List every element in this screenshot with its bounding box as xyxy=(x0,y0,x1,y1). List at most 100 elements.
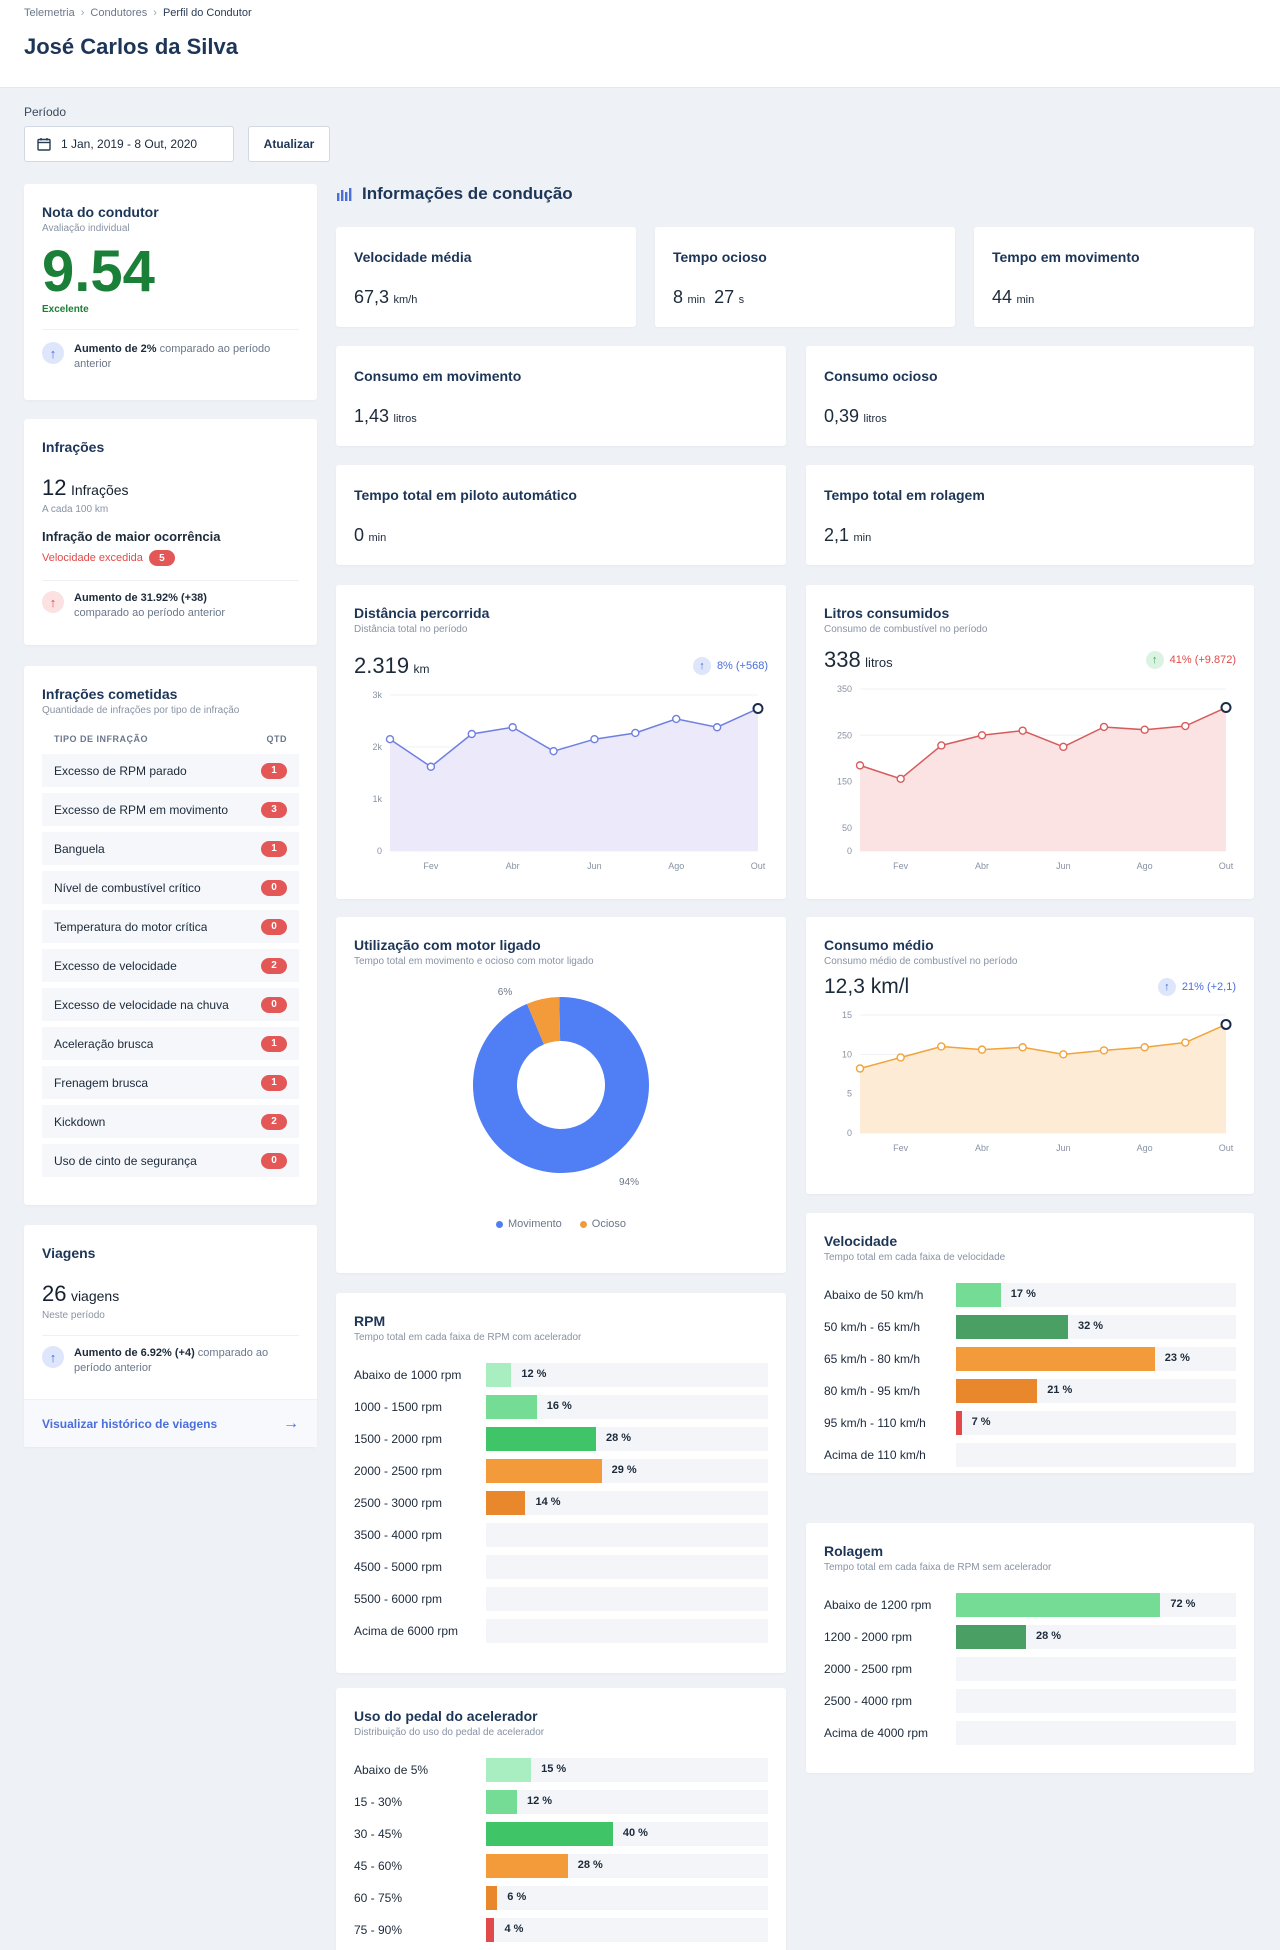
breadcrumb-telemetria[interactable]: Telemetria xyxy=(24,7,75,19)
bar xyxy=(956,1411,962,1435)
infractions-note: ↑ Aumento de 31.92% (+38) comparado ao pe… xyxy=(42,591,299,621)
avg-consumption-line-chart: 0 5 10 15 Fev Abr Jun Ago Out xyxy=(842,1010,1234,1153)
data-point xyxy=(508,723,517,732)
data-point xyxy=(1018,726,1027,735)
bar-label: 5500 - 6000 rpm xyxy=(354,1592,443,1606)
update-button[interactable]: Atualizar xyxy=(248,126,330,162)
x-tick-label: Fev xyxy=(893,1143,909,1153)
bar xyxy=(486,1491,526,1515)
table-row: Excesso de velocidade 2 xyxy=(42,949,299,982)
infractions-note-rest: comparado ao período anterior xyxy=(74,607,226,619)
bar-label: 2000 - 2500 rpm xyxy=(824,1662,913,1676)
bar-label: 45 - 60% xyxy=(354,1859,403,1873)
series-area xyxy=(390,708,758,851)
x-tick-label: Fev xyxy=(893,861,909,871)
x-tick-label: Jun xyxy=(1056,1143,1071,1153)
bar xyxy=(956,1315,1068,1339)
idle-time-min-value: 8 xyxy=(673,287,684,307)
bar xyxy=(956,1625,1026,1649)
autopilot-label: Tempo total em piloto automático xyxy=(354,487,577,503)
infraction-name: Nível de combustível crítico xyxy=(54,880,201,895)
bar-value-label: 14 % xyxy=(535,1496,561,1508)
moving-consumption-unit: litros xyxy=(393,413,417,425)
bar-track xyxy=(956,1443,1236,1467)
bar-label: 3500 - 4000 rpm xyxy=(354,1528,443,1542)
infractions-title: Infrações xyxy=(42,439,105,455)
period-label: Período xyxy=(24,105,67,119)
trip-history-link[interactable]: Visualizar histórico de viagens → xyxy=(24,1399,317,1447)
y-tick-label: 350 xyxy=(837,684,852,694)
data-point xyxy=(1059,742,1068,752)
x-tick-label: Out xyxy=(1219,861,1234,871)
trips-note: ↑ Aumento de 6.92% (+4) comparado ao per… xyxy=(42,1346,299,1376)
data-point xyxy=(590,735,599,744)
series-area xyxy=(860,707,1226,851)
pedal-bands-bar-chart: Abaixo de 5% 15 % 15 - 30% 12 % 30 - 45% 40 %… xyxy=(354,1754,768,1946)
table-row: Kickdown 2 xyxy=(42,1105,299,1138)
bar-row: Abaixo de 1000 rpm 12 % xyxy=(354,1359,768,1391)
trips-title: Viagens xyxy=(42,1245,96,1261)
coasting-bands-title: Rolagem xyxy=(824,1543,884,1559)
avg-consumption-trend-text: 21% (+2,1) xyxy=(1181,981,1236,993)
data-point xyxy=(1181,721,1190,731)
idle-time-sec-unit: s xyxy=(738,294,745,306)
moving-consumption-label: Consumo em movimento xyxy=(354,368,522,384)
bar xyxy=(956,1379,1038,1403)
bar-row: 5500 - 6000 rpm xyxy=(354,1583,768,1615)
score-subtitle: Avaliação individual xyxy=(42,223,130,234)
bar-label: 2000 - 2500 rpm xyxy=(354,1464,443,1478)
data-point xyxy=(752,703,764,715)
data-point xyxy=(1018,1043,1027,1052)
liters-line-chart: 0 50 150 250 350 Fev Abr Jun Ago Out xyxy=(837,684,1234,871)
autopilot-value: 0 xyxy=(354,525,365,545)
y-tick-label: 2k xyxy=(372,742,382,752)
infraction-qty-badge: 1 xyxy=(261,1035,287,1052)
series-area xyxy=(860,1024,1226,1133)
bar-row: Acima de 6000 rpm xyxy=(354,1615,768,1647)
rpm-bands-card: RPM Tempo total em cada faixa de RPM com… xyxy=(336,1293,786,1673)
infraction-qty-badge: 1 xyxy=(261,840,287,857)
table-row: Banguela 1 xyxy=(42,832,299,865)
data-point xyxy=(1140,1043,1149,1052)
infraction-qty-badge: 2 xyxy=(261,957,287,974)
bar-row: 65 km/h - 80 km/h 23 % xyxy=(824,1343,1236,1375)
committed-infractions-card: Infrações cometidas Quantidade de infraç… xyxy=(24,666,317,1205)
speed-bands-subtitle: Tempo total em cada faixa de velocidade xyxy=(824,1252,1006,1263)
top-infraction-title: Infração de maior ocorrência xyxy=(42,529,221,544)
liters-card: Litros consumidos Consumo de combustível… xyxy=(806,585,1254,899)
bar xyxy=(486,1427,596,1451)
coasting-bands-subtitle: Tempo total em cada faixa de RPM sem ace… xyxy=(824,1562,1052,1573)
bar xyxy=(486,1459,602,1483)
x-tick-label: Out xyxy=(751,861,766,871)
bar-track: 21 % xyxy=(956,1379,1236,1403)
bar-track xyxy=(486,1619,768,1643)
avg-consumption-card: Consumo médio Consumo médio de combustív… xyxy=(806,917,1254,1194)
bar-row: 80 km/h - 95 km/h 21 % xyxy=(824,1375,1236,1407)
bar-row: 2000 - 2500 rpm 29 % xyxy=(354,1455,768,1487)
bar-track: 32 % xyxy=(956,1315,1236,1339)
breadcrumb-condutores[interactable]: Condutores xyxy=(90,7,148,19)
committed-title: Infrações cometidas xyxy=(42,686,178,702)
x-tick-label: Abr xyxy=(506,861,520,871)
bar-value-label: 12 % xyxy=(521,1368,547,1380)
coasting-time-card: Tempo total em rolagem 2,1 min xyxy=(806,465,1254,565)
pedal-bands-subtitle: Distribuição do uso do pedal de acelerad… xyxy=(354,1727,545,1738)
bar-value-label: 72 % xyxy=(1170,1598,1196,1610)
breadcrumb: Telemetria › Condutores › Perfil do Cond… xyxy=(24,7,252,19)
bar xyxy=(486,1822,613,1846)
date-range-picker[interactable]: 1 Jan, 2019 - 8 Out, 2020 xyxy=(24,126,234,162)
infraction-qty-badge: 0 xyxy=(261,879,287,896)
rpm-bands-title: RPM xyxy=(354,1313,386,1329)
bar-value-label: 23 % xyxy=(1164,1352,1190,1364)
infraction-name: Aceleração brusca xyxy=(54,1036,154,1051)
trips-card: Viagens 26 viagens Neste período ↑ Aumen… xyxy=(24,1225,317,1447)
pie-slice xyxy=(473,997,649,1173)
driver-score-card: Nota do condutor Avaliação individual 9.… xyxy=(24,184,317,400)
avg-speed-card: Velocidade média 67,3 km/h xyxy=(336,227,636,327)
bar-track xyxy=(486,1555,768,1579)
calendar-icon xyxy=(37,138,51,151)
bar-track: 28 % xyxy=(956,1625,1236,1649)
bar-row: Abaixo de 5% 15 % xyxy=(354,1754,768,1786)
bar-track: 29 % xyxy=(486,1459,768,1483)
bar-track xyxy=(956,1657,1236,1681)
